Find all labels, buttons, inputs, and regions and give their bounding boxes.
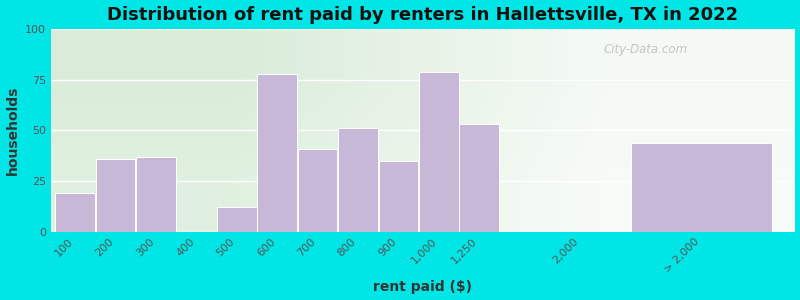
Title: Distribution of rent paid by renters in Hallettsville, TX in 2022: Distribution of rent paid by renters in …	[107, 6, 738, 24]
X-axis label: rent paid ($): rent paid ($)	[374, 280, 472, 294]
Text: City-Data.com: City-Data.com	[604, 43, 688, 56]
Bar	[338, 128, 378, 232]
Bar	[298, 148, 338, 232]
Bar	[96, 159, 135, 232]
Bar	[419, 72, 458, 232]
Bar	[378, 161, 418, 232]
Bar	[136, 157, 176, 232]
Bar	[459, 124, 499, 232]
Bar	[258, 74, 297, 232]
Bar	[217, 207, 257, 232]
Bar	[55, 193, 95, 232]
Bar	[630, 142, 772, 232]
Y-axis label: households: households	[6, 86, 19, 175]
